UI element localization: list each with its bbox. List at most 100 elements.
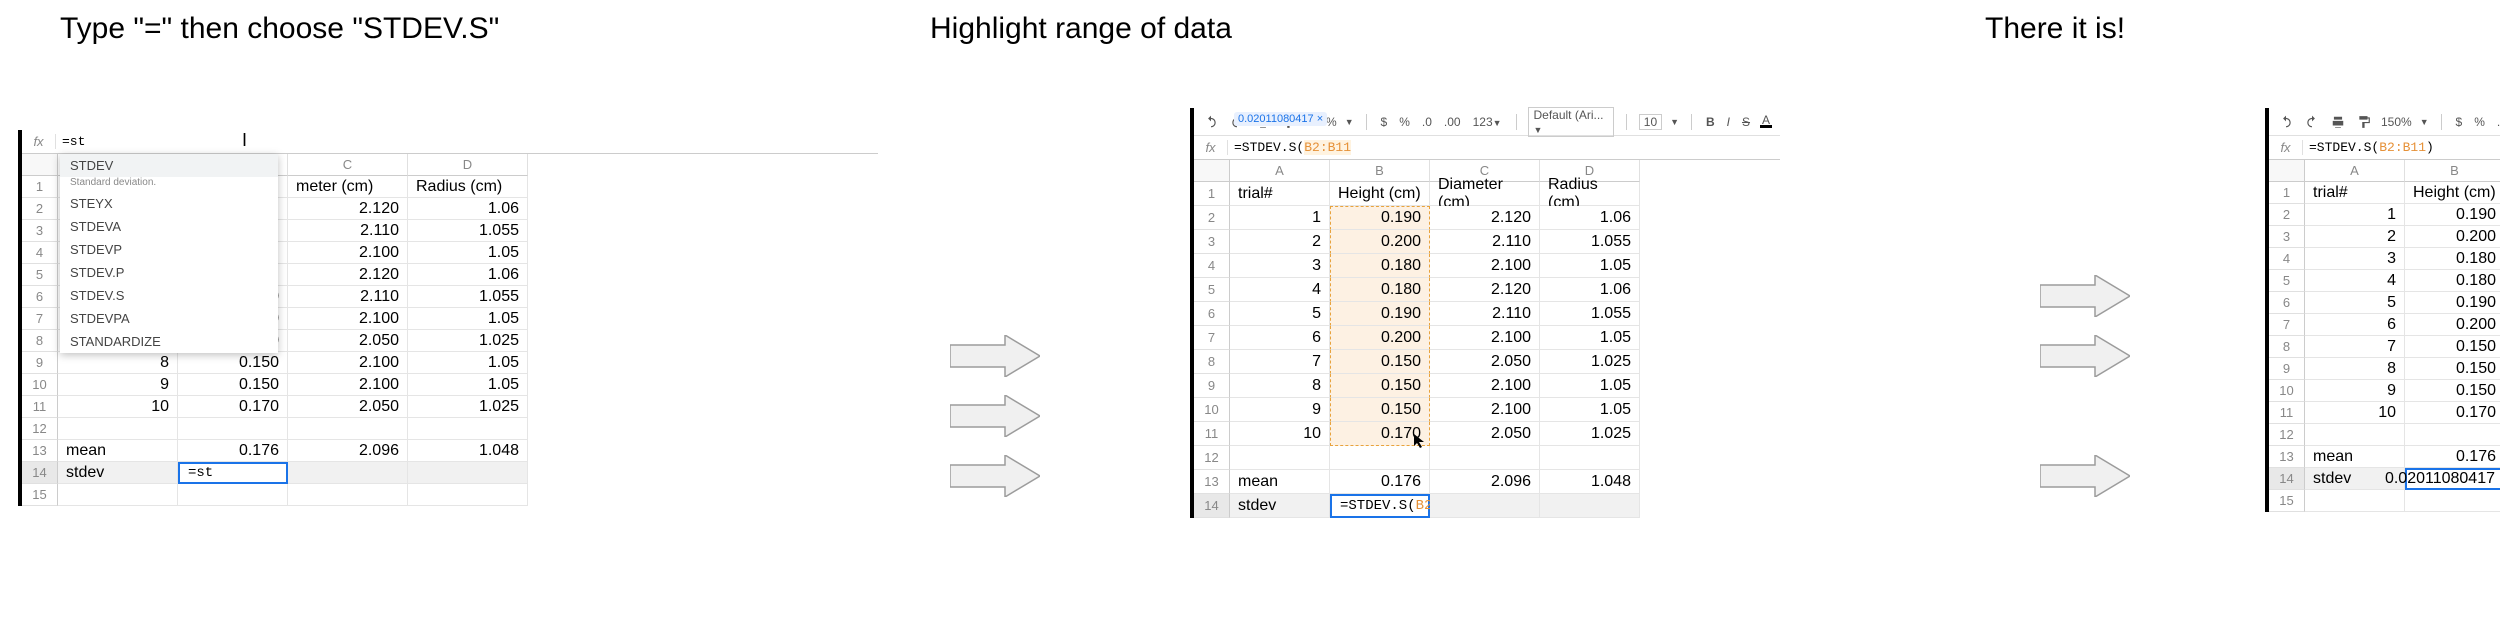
cell[interactable]: 1.048 <box>1540 470 1640 494</box>
cell[interactable]: 0.190 <box>2405 204 2500 226</box>
cell[interactable]: 4 <box>2305 270 2405 292</box>
row-header[interactable]: 2 <box>1194 206 1230 230</box>
cell[interactable]: stdev <box>58 462 178 484</box>
cell[interactable]: 0.190 <box>2405 292 2500 314</box>
cell[interactable]: 0.150 <box>1330 398 1430 422</box>
cell[interactable]: Radius (cm) <box>408 176 528 198</box>
cell[interactable]: 2.100 <box>1430 398 1540 422</box>
cell[interactable]: 9 <box>58 374 178 396</box>
row-header[interactable]: 5 <box>22 264 58 286</box>
cell[interactable] <box>2305 490 2405 512</box>
cell[interactable] <box>408 484 528 506</box>
row-header[interactable]: 3 <box>22 220 58 242</box>
cell[interactable]: 2.110 <box>1430 302 1540 326</box>
cell[interactable]: 2.100 <box>288 242 408 264</box>
cell[interactable]: 10 <box>58 396 178 418</box>
row-header[interactable]: 9 <box>1194 374 1230 398</box>
undo-icon[interactable] <box>1202 115 1220 129</box>
cell[interactable] <box>1430 446 1540 470</box>
cell[interactable]: 2.100 <box>1430 254 1540 278</box>
row-header[interactable]: 1 <box>1194 182 1230 206</box>
autocomplete-dropdown[interactable]: STDEV Standard deviation. STEYX STDEVA S… <box>60 154 278 353</box>
cell[interactable]: 0.180 <box>1330 254 1430 278</box>
text-color-button[interactable]: A <box>1760 115 1772 128</box>
bold-button[interactable]: B <box>1704 115 1717 129</box>
row-header[interactable]: 7 <box>2269 314 2305 336</box>
cell[interactable]: 1.025 <box>408 330 528 352</box>
row-header[interactable]: 1 <box>22 176 58 198</box>
row-header[interactable]: 6 <box>2269 292 2305 314</box>
ac-item[interactable]: STDEV.P <box>60 261 278 284</box>
row-header[interactable]: 7 <box>1194 326 1230 350</box>
cell[interactable] <box>1540 494 1640 518</box>
currency-button[interactable]: $ <box>2454 115 2465 129</box>
row-header[interactable]: 6 <box>22 286 58 308</box>
cell[interactable]: Height (cm) <box>2405 182 2500 204</box>
row-header[interactable]: 4 <box>1194 254 1230 278</box>
row-header[interactable]: 6 <box>1194 302 1230 326</box>
cell[interactable]: 0.150 <box>178 352 288 374</box>
cell[interactable]: 2.120 <box>288 264 408 286</box>
row-header[interactable]: 9 <box>2269 358 2305 380</box>
cell[interactable]: stdev <box>1230 494 1330 518</box>
cell[interactable]: 1.06 <box>408 264 528 286</box>
cell[interactable]: 2.096 <box>288 440 408 462</box>
cell[interactable] <box>2305 424 2405 446</box>
cell[interactable]: 0.176 <box>1330 470 1430 494</box>
cell[interactable]: 2.050 <box>288 330 408 352</box>
cell[interactable]: 1.06 <box>1540 206 1640 230</box>
zoom-level[interactable]: 150% <box>2381 115 2412 129</box>
cell[interactable]: 2.110 <box>1430 230 1540 254</box>
ac-item-stdev[interactable]: STDEV <box>60 154 278 177</box>
cell[interactable]: 3 <box>2305 248 2405 270</box>
cell[interactable]: 1.025 <box>1540 350 1640 374</box>
cell[interactable]: 0.176 <box>178 440 288 462</box>
row-header[interactable]: 10 <box>2269 380 2305 402</box>
formula-input[interactable]: =STDEV.S(B2:B11 <box>1228 140 1780 155</box>
ac-item[interactable]: STDEVA <box>60 215 278 238</box>
cell[interactable]: 2.050 <box>288 396 408 418</box>
cell[interactable]: 10 <box>2305 402 2405 424</box>
cell[interactable]: =st <box>178 462 288 484</box>
cell[interactable]: 0.180 <box>2405 270 2500 292</box>
font-select[interactable]: Default (Ari... ▼ <box>1528 107 1613 137</box>
cell[interactable]: 1.055 <box>1540 302 1640 326</box>
cell[interactable]: 1.06 <box>1540 278 1640 302</box>
cell[interactable]: mean <box>1230 470 1330 494</box>
cell[interactable]: 1.05 <box>1540 374 1640 398</box>
cell[interactable]: Height (cm) <box>1330 182 1430 206</box>
cell[interactable]: 0.176 <box>2405 446 2500 468</box>
cell[interactable]: 1.05 <box>408 352 528 374</box>
cell[interactable] <box>408 462 528 484</box>
cell[interactable]: Radius (cm) <box>1540 182 1640 206</box>
format-menu[interactable]: 123▼ <box>1471 115 1504 129</box>
cell[interactable]: 0.180 <box>2405 248 2500 270</box>
row-header[interactable]: 12 <box>22 418 58 440</box>
cell[interactable] <box>288 418 408 440</box>
cell[interactable] <box>288 462 408 484</box>
cell[interactable]: 0.180 <box>1330 278 1430 302</box>
cell[interactable]: 0.200 <box>2405 226 2500 248</box>
cell[interactable]: 1.05 <box>408 242 528 264</box>
italic-button[interactable]: I <box>1725 115 1732 129</box>
col-header-b[interactable]: B <box>2405 160 2500 182</box>
cell[interactable]: 1.025 <box>1540 422 1640 446</box>
row-header[interactable]: 7 <box>22 308 58 330</box>
cell[interactable]: 1 <box>2305 204 2405 226</box>
cell[interactable]: 6 <box>1230 326 1330 350</box>
cell[interactable]: 0.170 <box>178 396 288 418</box>
cell[interactable]: 2 <box>1230 230 1330 254</box>
cell[interactable]: 0.200 <box>1330 230 1430 254</box>
cell[interactable] <box>2405 490 2500 512</box>
cell[interactable]: 1.05 <box>1540 398 1640 422</box>
cell[interactable] <box>58 484 178 506</box>
row-header[interactable]: 8 <box>22 330 58 352</box>
dec-decrease-button[interactable]: .0 <box>2495 115 2500 129</box>
cell[interactable]: 0.150 <box>2405 380 2500 402</box>
cell[interactable]: 1.025 <box>408 396 528 418</box>
cell[interactable]: 1.048 <box>408 440 528 462</box>
cell[interactable] <box>1430 494 1540 518</box>
currency-button[interactable]: $ <box>1379 115 1390 129</box>
cell[interactable] <box>288 484 408 506</box>
percent-button[interactable]: % <box>2472 115 2487 129</box>
